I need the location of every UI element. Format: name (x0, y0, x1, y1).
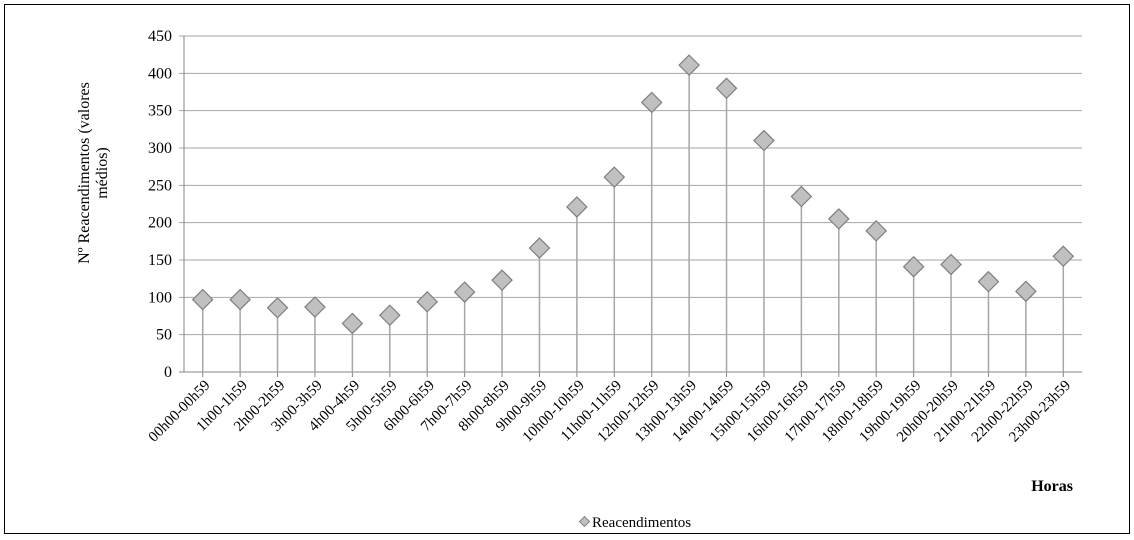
legend: Reacendimentos (578, 515, 691, 531)
data-markers (191, 54, 1075, 335)
data-point (753, 129, 775, 152)
x-tick-labels: 00h00-00h591h00-1h592h00-2h593h00-3h594h… (146, 378, 1074, 446)
data-point (1052, 245, 1075, 268)
data-point (491, 269, 513, 292)
y-tick-label: 350 (148, 103, 172, 120)
y-tick-label: 200 (148, 215, 172, 232)
y-tick-label: 300 (148, 140, 172, 157)
y-tick-label: 0 (164, 364, 172, 381)
data-point (790, 185, 813, 208)
chart-svg: 0 50 100 150 200 250 300 350 400 450 00h00-00h591… (76, 28, 1082, 531)
data-point (902, 255, 925, 278)
data-point (603, 166, 626, 188)
data-point (191, 288, 214, 311)
data-point (678, 54, 700, 76)
legend-marker-icon (578, 515, 591, 528)
data-point (229, 288, 251, 311)
y-tick-label: 150 (148, 252, 172, 269)
y-axis-title-line: médios) (94, 147, 111, 199)
data-point (940, 253, 962, 276)
x-axis-title: Horas (1031, 478, 1073, 495)
y-tick-label: 450 (148, 28, 172, 45)
data-point (416, 290, 439, 313)
data-point (640, 91, 663, 114)
data-point (378, 304, 401, 327)
data-point (304, 296, 326, 318)
x-tick-label: 00h00-00h59 (146, 378, 214, 446)
data-point (865, 220, 888, 242)
drop-lines (201, 65, 1065, 372)
data-point (827, 208, 850, 230)
data-point (453, 281, 476, 303)
data-point (1015, 280, 1037, 303)
y-tick-label: 400 (148, 65, 172, 82)
data-point (566, 196, 588, 218)
chart-frame: 0 50 100 150 200 250 300 350 400 450 00h00-00h59 1… (4, 4, 1130, 534)
y-axis-title: Nº Reacendimentos (valores médios) (76, 82, 111, 264)
data-point (266, 296, 289, 319)
gridlines (179, 35, 1082, 377)
y-tick-label: 250 (148, 177, 172, 194)
y-tick-labels: 0 50 100 150 200 250 300 350 400 450 (148, 28, 172, 381)
data-point (341, 312, 364, 335)
y-axis-title-line: Nº Reacendimentos (valores (76, 82, 93, 264)
y-tick-label: 100 (148, 289, 172, 306)
data-point (977, 270, 1000, 293)
y-tick-label: 50 (156, 327, 172, 344)
data-point (715, 77, 738, 100)
legend-label: Reacendimentos (592, 515, 691, 531)
data-point (528, 237, 551, 259)
